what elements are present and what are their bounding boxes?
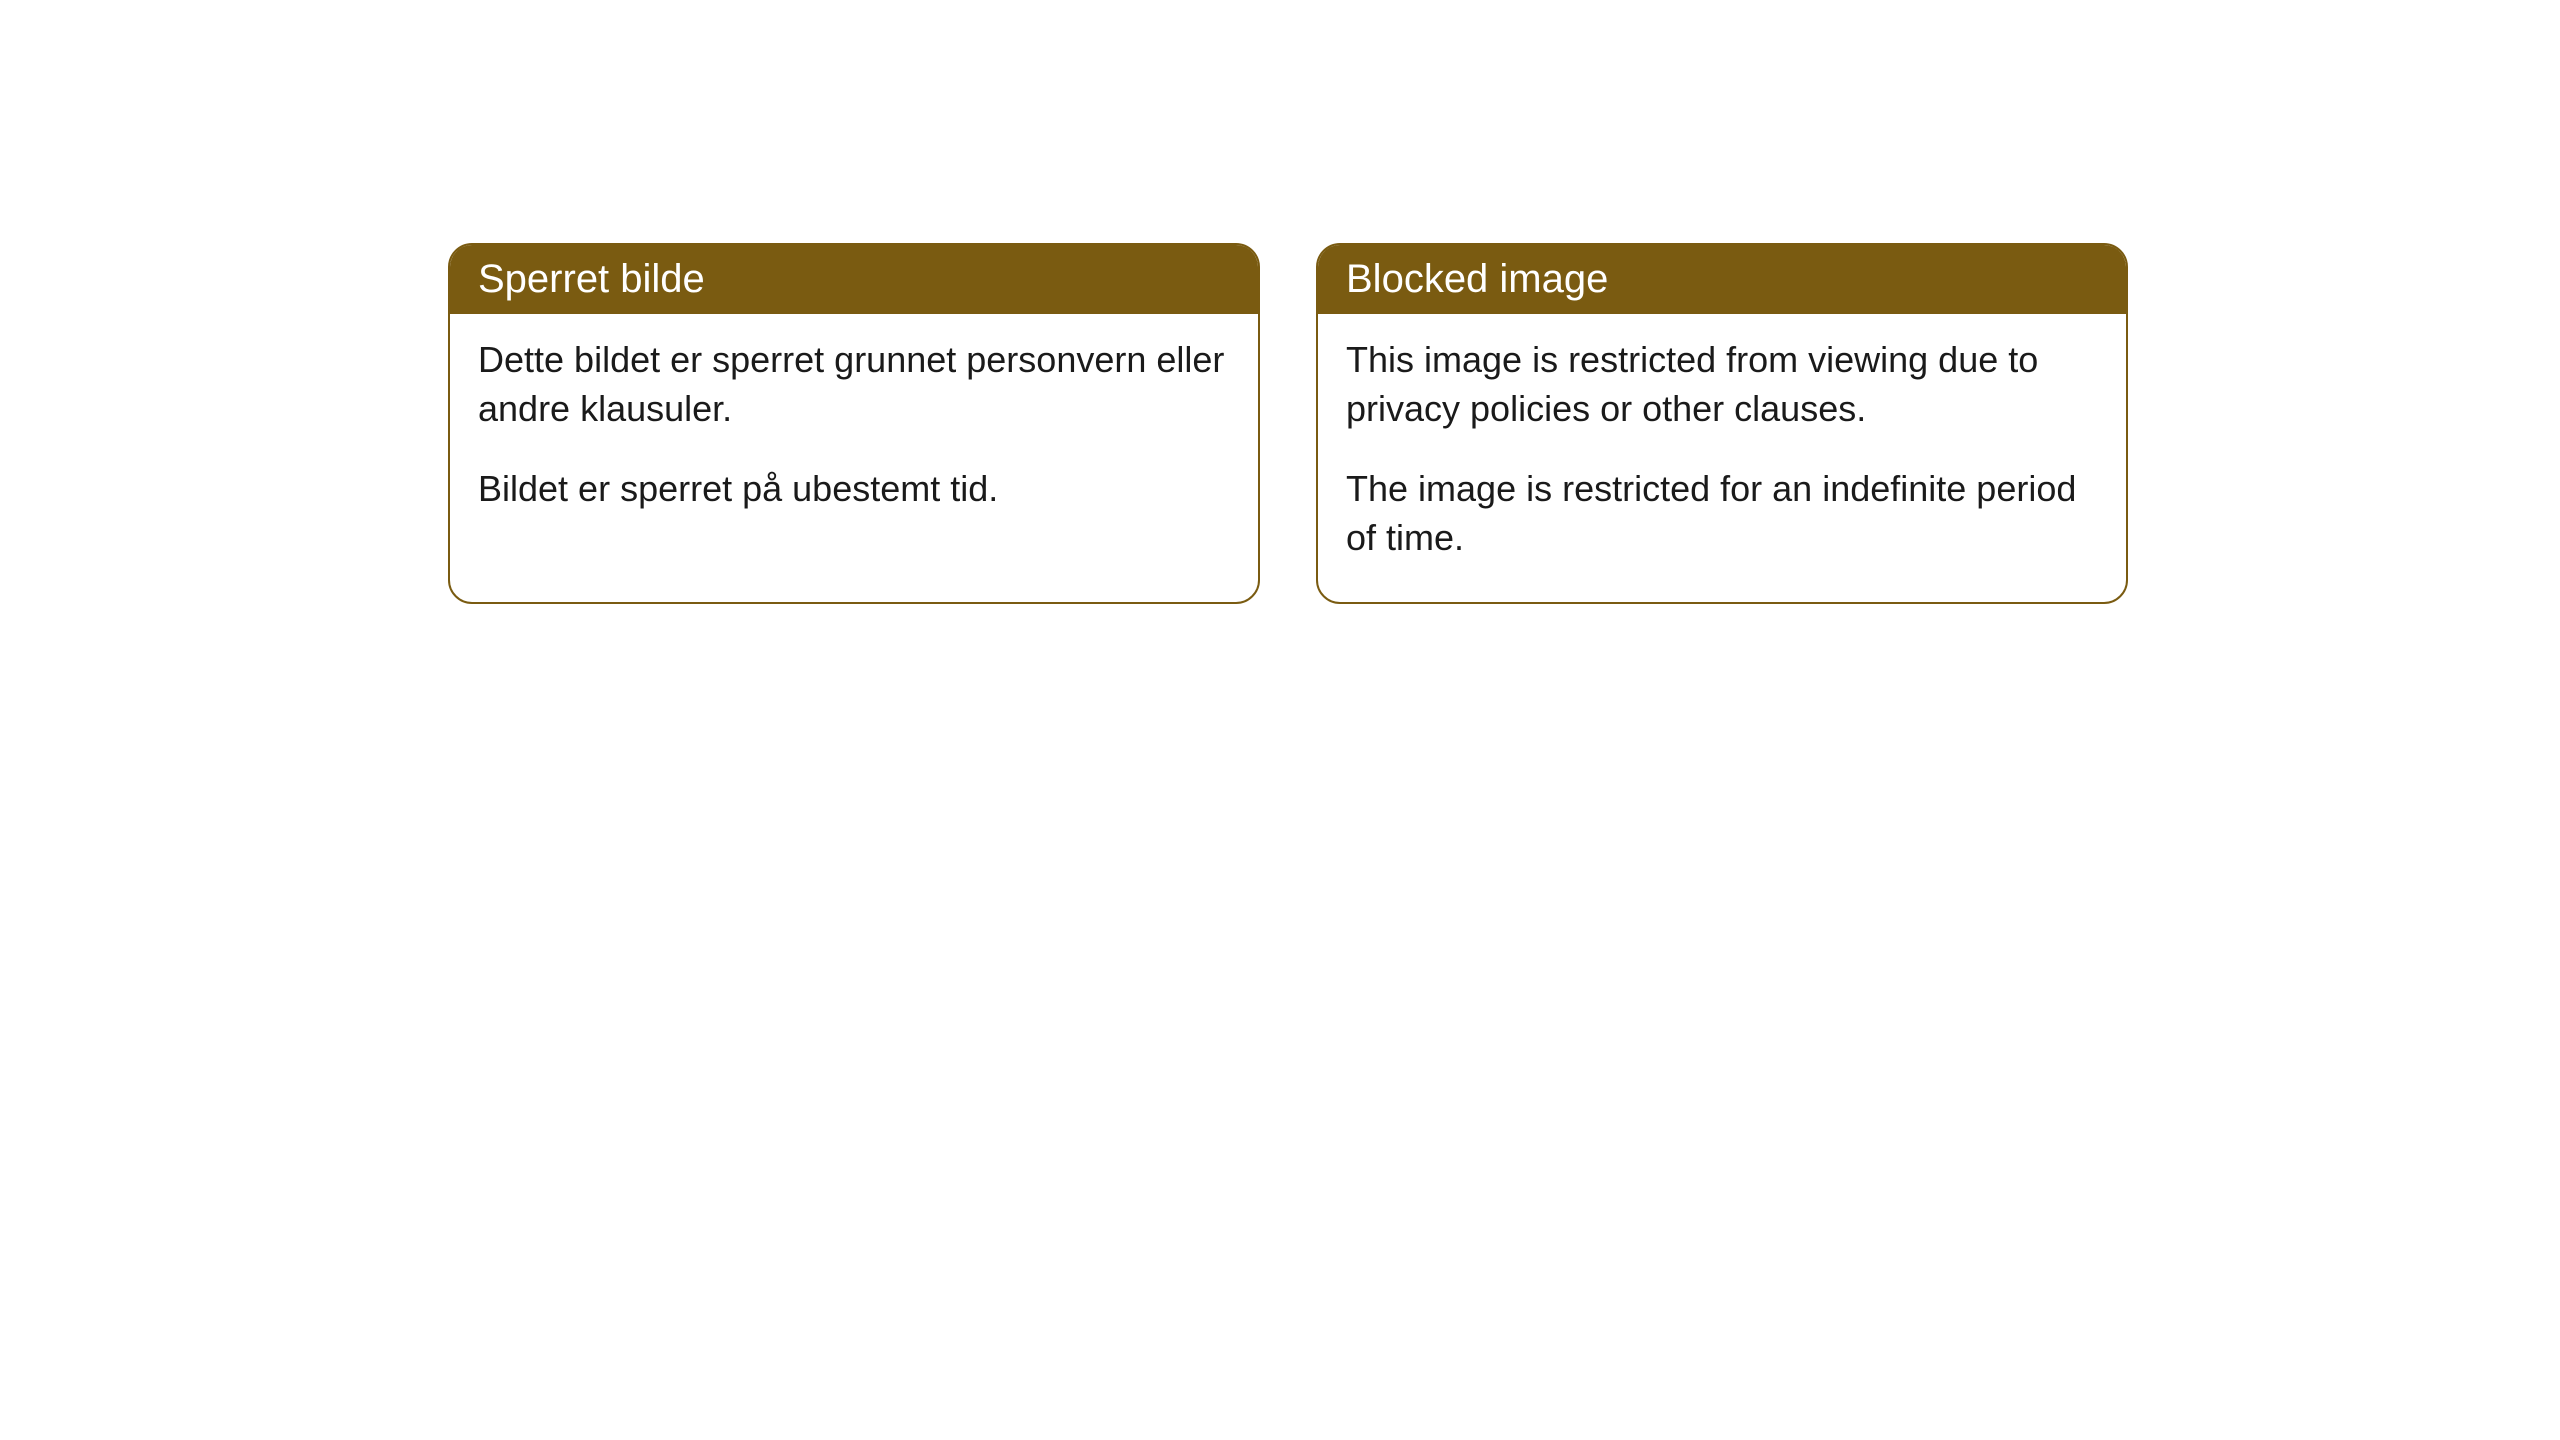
blocked-image-card-norwegian: Sperret bilde Dette bildet er sperret gr…	[448, 243, 1260, 604]
card-header: Blocked image	[1318, 245, 2126, 314]
card-paragraph-1: This image is restricted from viewing du…	[1346, 336, 2098, 433]
card-header: Sperret bilde	[450, 245, 1258, 314]
card-paragraph-2: The image is restricted for an indefinit…	[1346, 465, 2098, 562]
card-paragraph-2: Bildet er sperret på ubestemt tid.	[478, 465, 1230, 514]
card-paragraph-1: Dette bildet er sperret grunnet personve…	[478, 336, 1230, 433]
blocked-image-card-english: Blocked image This image is restricted f…	[1316, 243, 2128, 604]
card-body: This image is restricted from viewing du…	[1318, 314, 2126, 602]
notice-cards-container: Sperret bilde Dette bildet er sperret gr…	[0, 0, 2560, 604]
card-body: Dette bildet er sperret grunnet personve…	[450, 314, 1258, 554]
